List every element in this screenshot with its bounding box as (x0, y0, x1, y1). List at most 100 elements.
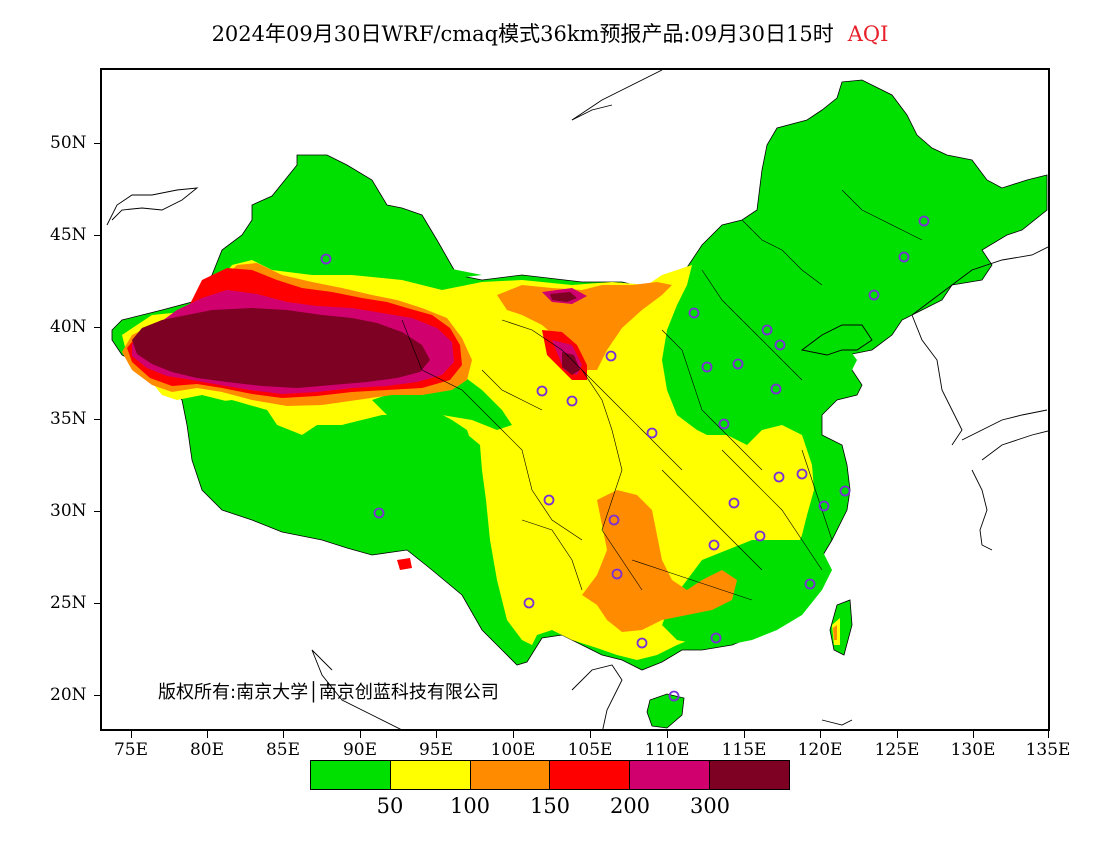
lon-tick (744, 731, 745, 738)
station-marker (688, 307, 700, 319)
lat-label-50n: 50N (50, 133, 87, 153)
colorbar-label-100: 100 (449, 794, 491, 818)
lat-tick (94, 235, 102, 236)
lat-label-40n: 40N (50, 317, 87, 337)
lon-label-85e: 85E (265, 740, 301, 760)
colorbar-segment-good (311, 761, 391, 789)
station-marker (898, 251, 910, 263)
lon-label-75e: 75E (113, 740, 149, 760)
lon-label-125e: 125E (874, 740, 920, 760)
lon-label-80e: 80E (189, 740, 225, 760)
station-marker (804, 578, 816, 590)
lon-label-105e: 105E (567, 740, 613, 760)
copyright-text: 版权所有:南京大学│南京创蓝科技有限公司 (158, 682, 499, 703)
lat-label-25n: 25N (50, 593, 87, 613)
lon-label-130e: 130E (950, 740, 996, 760)
lat-label-30n: 30N (50, 501, 87, 521)
map-title: 2024年09月30日WRF/cmaq模式36km预报产品:09月30日15时 A… (0, 18, 1100, 48)
station-marker (373, 507, 385, 519)
region-good-south (662, 540, 832, 645)
region-good-tibet (192, 400, 487, 570)
station-marker (839, 485, 851, 497)
title-text: 2024年09月30日WRF/cmaq模式36km预报产品:09月30日15时 (211, 22, 834, 46)
region-sensitive-gansu (497, 282, 672, 370)
station-marker (611, 568, 623, 580)
colorbar-segment-hazardous (710, 761, 789, 789)
region-good-north (242, 238, 482, 278)
lon-label-90e: 90E (342, 740, 378, 760)
station-marker (754, 530, 766, 542)
station-marker (710, 632, 722, 644)
colorbar-segment-unhealthy (550, 761, 631, 789)
province-borders (401, 189, 923, 601)
station-marker (566, 395, 578, 407)
lon-tick (513, 731, 514, 738)
station-marker (761, 324, 773, 336)
hainan-island (646, 693, 685, 729)
map-frame (100, 68, 1050, 731)
station-marker (774, 339, 786, 351)
station-marker (701, 361, 713, 373)
station-marker (732, 358, 744, 370)
lat-label-45n: 45N (50, 225, 87, 245)
aqi-colorbar (310, 760, 790, 790)
lon-tick (131, 731, 132, 738)
lon-tick (360, 731, 361, 738)
station-marker (708, 539, 720, 551)
lon-tick (436, 731, 437, 738)
taiwan-orange (833, 625, 837, 640)
lon-tick (667, 731, 668, 738)
station-marker (646, 427, 658, 439)
station-marker (770, 383, 782, 395)
lat-tick (94, 695, 102, 696)
station-marker (523, 597, 535, 609)
neighbor-coastlines (106, 70, 1048, 729)
region-good-east (667, 270, 857, 435)
station-marker (818, 500, 830, 512)
colorbar-label-300: 300 (689, 794, 731, 818)
lon-label-115e: 115E (721, 740, 767, 760)
station-marker (796, 468, 808, 480)
colorbar-segment-moderate (390, 761, 471, 789)
lat-tick (94, 419, 102, 420)
region-hazardous-nm (550, 292, 577, 302)
lat-tick (94, 511, 102, 512)
colorbar-segment-very-unhealthy (630, 761, 711, 789)
lat-tick (94, 143, 102, 144)
lat-tick (94, 327, 102, 328)
station-marker (868, 289, 880, 301)
lon-label-110e: 110E (644, 740, 690, 760)
region-hazardous-ningxia (562, 352, 580, 375)
lon-tick (283, 731, 284, 738)
station-marker (320, 253, 332, 265)
station-marker (605, 350, 617, 362)
station-marker (728, 497, 740, 509)
station-marker (668, 690, 680, 702)
title-variable: AQI (847, 22, 889, 46)
region-hazardous-tarim (132, 308, 430, 388)
colorbar-label-200: 200 (609, 794, 651, 818)
colorbar-segment-sensitive (470, 761, 551, 789)
station-marker (536, 385, 548, 397)
station-marker (636, 637, 648, 649)
lon-tick (973, 731, 974, 738)
lon-tick (590, 731, 591, 738)
lon-tick (1048, 731, 1049, 738)
lon-tick (820, 731, 821, 738)
station-marker (773, 471, 785, 483)
lon-label-95e: 95E (418, 740, 454, 760)
lon-tick (897, 731, 898, 738)
region-sensitive-small (617, 570, 647, 598)
station-marker (608, 514, 620, 526)
aqi-map (106, 70, 1048, 729)
colorbar-label-50: 50 (376, 794, 404, 818)
station-marker (718, 418, 730, 430)
station-markers (320, 215, 930, 702)
colorbar-label-150: 150 (529, 794, 571, 818)
region-unhealthy-yunnan (397, 558, 412, 570)
lat-tick (94, 603, 102, 604)
lon-label-135e: 135E (1025, 740, 1071, 760)
lon-label-100e: 100E (490, 740, 536, 760)
station-marker (543, 494, 555, 506)
station-marker (918, 215, 930, 227)
